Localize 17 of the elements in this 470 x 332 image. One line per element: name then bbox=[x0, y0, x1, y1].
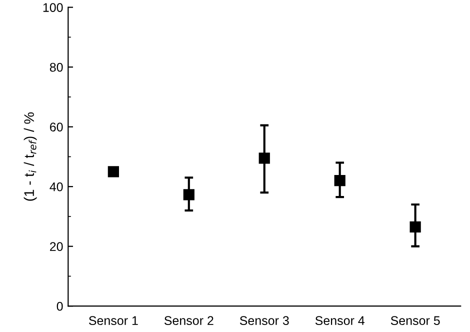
point bbox=[410, 221, 421, 232]
y-tick-label: 100 bbox=[43, 3, 63, 12]
y-axis-title: (1 - t$_{i}$ / t$_{ref}$) / % bbox=[24, 112, 37, 201]
point bbox=[258, 152, 270, 164]
y-tick-label: 80 bbox=[50, 62, 63, 72]
x-tick-label: Sensor 2 bbox=[164, 316, 214, 326]
x-tick-label: Sensor 4 bbox=[315, 316, 364, 326]
y-tick-label: 20 bbox=[50, 242, 63, 251]
x-tick-label: Sensor 5 bbox=[390, 316, 440, 326]
x-tick-label: Sensor 3 bbox=[240, 316, 289, 326]
y-tick-label: 60 bbox=[50, 122, 63, 132]
x-tick-label: Sensor 1 bbox=[88, 316, 138, 326]
point bbox=[108, 166, 119, 178]
point bbox=[183, 189, 194, 200]
y-tick-label: 40 bbox=[50, 182, 63, 192]
point bbox=[334, 175, 346, 186]
y-tick-label: 0 bbox=[56, 302, 63, 311]
